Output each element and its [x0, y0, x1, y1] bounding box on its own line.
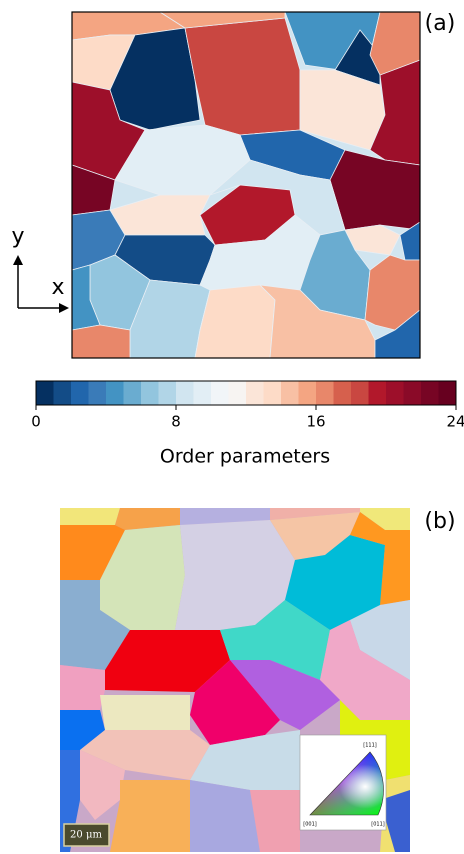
colorbar-segment — [369, 381, 387, 405]
tick-label: 0 — [31, 413, 41, 431]
axis-label-y: y — [11, 224, 24, 249]
tick-label: 16 — [306, 413, 325, 431]
arrow-head — [59, 303, 69, 313]
grain-map-a — [72, 12, 420, 358]
colorbar-segment — [89, 381, 107, 405]
ipf-label: [111] — [363, 743, 376, 749]
colorbar-segment — [211, 381, 229, 405]
ipf-key: [001] [011] [111] — [300, 735, 386, 830]
colorbar-segment — [124, 381, 142, 405]
colorbar-segment — [159, 381, 177, 405]
figure: (a) y x 0 8 16 24 Order parameters — [0, 0, 464, 854]
colorbar-segment — [404, 381, 422, 405]
colorbar-segment — [421, 381, 439, 405]
colorbar-segment — [71, 381, 89, 405]
colorbar-segment — [246, 381, 264, 405]
page: (a) y x 0 8 16 24 Order parameters — [0, 0, 464, 854]
ipf-label: [011] — [371, 822, 384, 828]
axis-label-x: x — [51, 275, 64, 300]
colorbar-segment — [141, 381, 159, 405]
colorbar-segment — [194, 381, 212, 405]
panel-label: (a) — [425, 11, 456, 36]
colorbar-segment — [351, 381, 369, 405]
colorbar-segment — [281, 381, 299, 405]
colorbar-segment — [229, 381, 247, 405]
colorbar-segment — [299, 381, 317, 405]
scale-bar-label: 20 μm — [70, 830, 102, 841]
colorbar-segment — [54, 381, 72, 405]
colorbar: 0 8 16 24 — [31, 381, 464, 431]
colorbar-segment — [36, 381, 54, 405]
colorbar-segment — [264, 381, 282, 405]
arrow-head — [13, 255, 23, 265]
colorbar-segment — [386, 381, 404, 405]
colorbar-segment — [334, 381, 352, 405]
tick-label: 8 — [171, 413, 181, 431]
colorbar-segment — [316, 381, 334, 405]
colorbar-label: Order parameters — [160, 446, 330, 468]
colorbar-segment — [439, 381, 457, 405]
ipf-label: [001] — [303, 822, 316, 828]
colorbar-segment — [106, 381, 124, 405]
panel-label: (b) — [424, 509, 455, 534]
tick-label: 24 — [446, 413, 464, 431]
colorbar-segment — [176, 381, 194, 405]
